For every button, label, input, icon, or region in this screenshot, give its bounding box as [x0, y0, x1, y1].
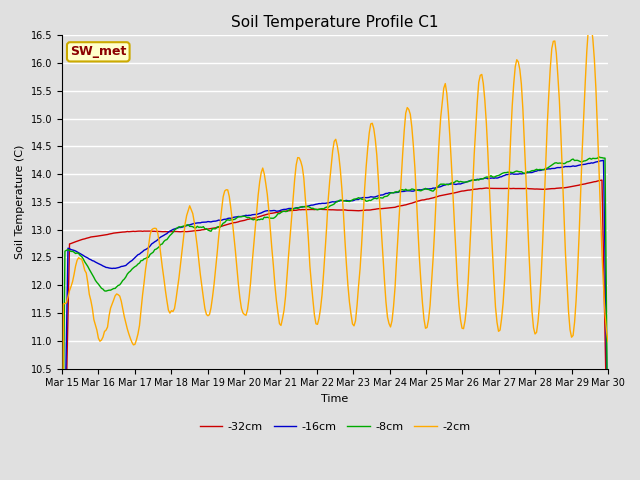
-2cm — [221, 188, 228, 194]
-32cm — [125, 229, 132, 235]
-32cm — [239, 218, 247, 224]
Line: -2cm: -2cm — [62, 23, 608, 480]
-16cm — [574, 163, 582, 168]
X-axis label: Time: Time — [321, 394, 349, 404]
-2cm — [248, 261, 256, 267]
-8cm — [297, 204, 305, 210]
-16cm — [297, 204, 305, 210]
-32cm — [248, 216, 256, 221]
Text: SW_met: SW_met — [70, 45, 127, 59]
Line: -8cm: -8cm — [62, 157, 608, 480]
Line: -16cm: -16cm — [62, 160, 608, 480]
-2cm — [574, 267, 582, 273]
-16cm — [239, 213, 247, 219]
-8cm — [248, 216, 256, 222]
Line: -32cm: -32cm — [62, 180, 608, 480]
-32cm — [598, 177, 606, 183]
-8cm — [574, 157, 582, 163]
-8cm — [221, 220, 228, 226]
-16cm — [600, 157, 607, 163]
-16cm — [221, 216, 228, 222]
-32cm — [221, 222, 228, 228]
-2cm — [604, 339, 612, 345]
-2cm — [125, 331, 132, 337]
-16cm — [125, 260, 132, 266]
-32cm — [574, 182, 582, 188]
-8cm — [239, 214, 247, 219]
Title: Soil Temperature Profile C1: Soil Temperature Profile C1 — [231, 15, 439, 30]
-32cm — [297, 207, 305, 213]
-2cm — [239, 310, 247, 316]
-16cm — [248, 212, 256, 217]
-16cm — [604, 454, 612, 459]
-2cm — [297, 158, 305, 164]
-2cm — [586, 20, 594, 25]
-8cm — [604, 473, 612, 479]
Y-axis label: Soil Temperature (C): Soil Temperature (C) — [15, 145, 25, 259]
-8cm — [125, 269, 132, 275]
-8cm — [595, 154, 603, 160]
Legend: -32cm, -16cm, -8cm, -2cm: -32cm, -16cm, -8cm, -2cm — [195, 418, 475, 436]
